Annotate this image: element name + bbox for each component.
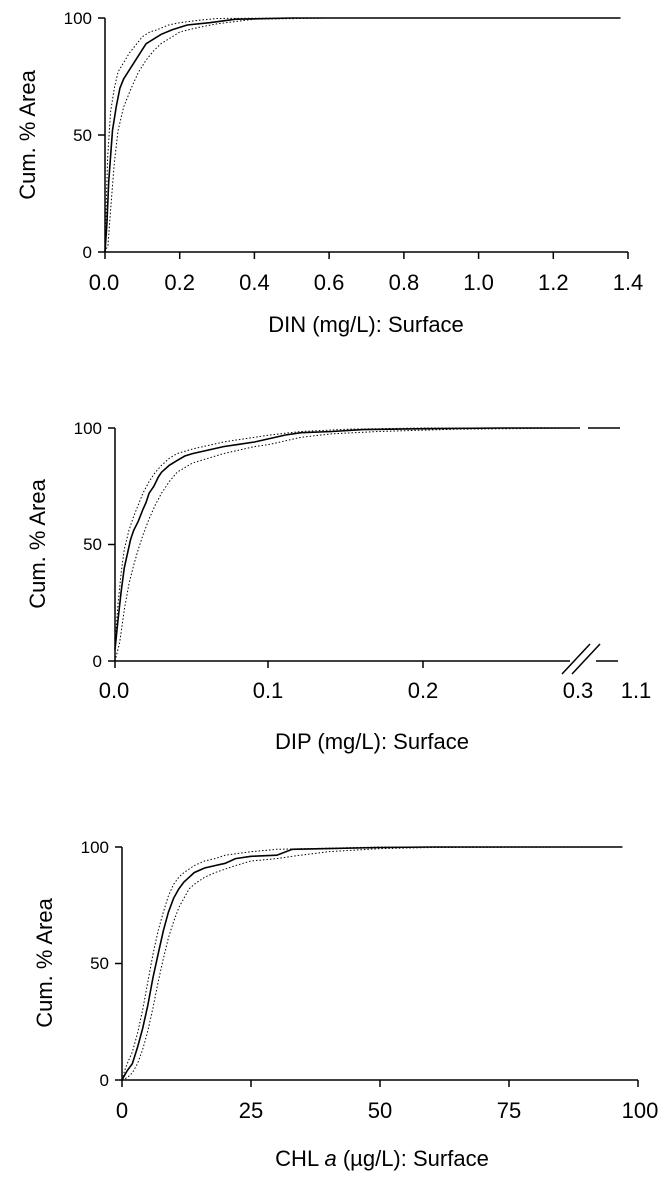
ci-bound-line-din-2 — [104, 17, 621, 253]
x-tick-label-chl-0: 0 — [116, 1098, 128, 1123]
x-tick-label-din-4: 0.8 — [389, 270, 420, 295]
x-tick-label-dip-3: 0.3 — [563, 678, 594, 703]
axis-break-slash-2 — [571, 643, 601, 675]
x-tick-label-din-1: 0.2 — [164, 270, 195, 295]
y-tick-label-chl-50: 50 — [90, 954, 109, 973]
chart-panel-chl: 0 50 100 0 25 50 75 100 CHL a (µg/L): Su… — [32, 838, 658, 1171]
y-ticks-din: 0 50 100 — [64, 9, 105, 262]
x-tick-label-din-5: 1.0 — [463, 270, 494, 295]
axis-break-marker — [561, 643, 601, 675]
x-tick-label-dip-1: 0.1 — [253, 678, 284, 703]
x-tick-label-chl-100: 100 — [622, 1098, 659, 1123]
x-tick-label-dip-0: 0.0 — [99, 678, 130, 703]
cdf-line-din — [104, 17, 621, 253]
x-ticks-dip: 0.0 0.1 0.2 0.3 1.1 — [99, 661, 652, 703]
cdf-line-dip — [114, 427, 580, 650]
x-tick-label-dip-4: 1.1 — [621, 678, 652, 703]
y-tick-label-din-50: 50 — [73, 126, 92, 145]
cdf-line-chl — [121, 846, 623, 1081]
y-tick-label-din-0: 0 — [83, 243, 92, 262]
y-axis-label-chl: Cum. % Area — [32, 897, 57, 1027]
x-tick-label-din-3: 0.6 — [314, 270, 345, 295]
x-tick-label-dip-2: 0.2 — [408, 678, 439, 703]
y-tick-label-chl-100: 100 — [81, 838, 109, 857]
chart-panel-din: 0 50 100 0.0 0.2 0.4 0.6 0.8 1.0 1.2 1.4… — [15, 9, 643, 337]
y-tick-label-din-100: 100 — [64, 9, 92, 28]
y-axis-label-din: Cum. % Area — [15, 69, 40, 199]
x-tick-label-chl-50: 50 — [368, 1098, 392, 1123]
y-tick-label-dip-50: 50 — [83, 535, 102, 554]
ci-bound-line-chl-2 — [121, 846, 623, 1081]
x-axis-label-dip: DIP (mg/L): Surface — [275, 729, 469, 754]
y-axis-label-dip: Cum. % Area — [25, 478, 50, 608]
x-axis-label-din: DIN (mg/L): Surface — [268, 312, 464, 337]
axis-break-slash-1 — [561, 643, 591, 675]
chart-panel-dip: 0 50 100 0.0 0.1 0.2 0.3 1.1 DIP (mg/L):… — [25, 419, 651, 754]
ci-bound-line-din-1 — [104, 17, 621, 253]
x-tick-label-din-0: 0.0 — [89, 270, 120, 295]
x-tick-label-chl-25: 25 — [239, 1098, 263, 1123]
x-axis-label-chl: CHL a (µg/L): Surface — [275, 1146, 489, 1171]
x-tick-label-chl-75: 75 — [497, 1098, 521, 1123]
x-ticks-din: 0.0 0.2 0.4 0.6 0.8 1.0 1.2 1.4 — [89, 252, 644, 295]
ci-bound-line-dip-1 — [114, 427, 580, 643]
y-tick-label-chl-0: 0 — [100, 1071, 109, 1090]
x-tick-label-din-6: 1.2 — [538, 270, 569, 295]
y-tick-label-dip-0: 0 — [93, 652, 102, 671]
plot-lines-din — [104, 17, 621, 253]
y-ticks-chl: 0 50 100 — [81, 838, 122, 1090]
x-ticks-chl: 0 25 50 75 100 — [116, 1080, 658, 1123]
plot-lines-dip — [114, 427, 620, 662]
plot-lines-chl — [121, 846, 623, 1081]
y-ticks-dip: 0 50 100 — [74, 419, 115, 671]
ci-bound-line-dip-2 — [114, 427, 581, 662]
y-tick-label-dip-100: 100 — [74, 419, 102, 438]
x-tick-label-din-7: 1.4 — [613, 270, 644, 295]
x-tick-label-din-2: 0.4 — [239, 270, 270, 295]
ci-bound-line-chl-1 — [121, 846, 623, 1081]
